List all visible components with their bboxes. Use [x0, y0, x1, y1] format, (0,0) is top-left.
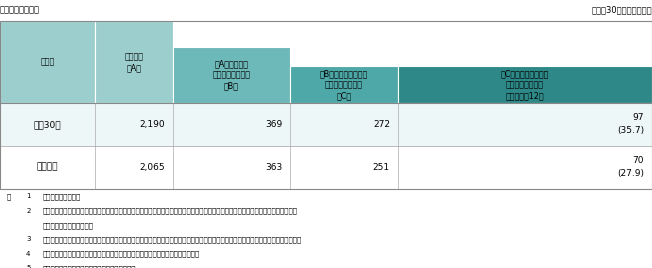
Text: 「進学決定」は、入学試験に合格しているなど、進学が確定的である状態をいう。: 「進学決定」は、入学試験に合格しているなど、進学が確定的である状態をいう。	[42, 251, 200, 257]
Text: （　）内は、指標に該当する人員の割合である。: （ ）内は、指標に該当する人員の割合である。	[42, 265, 136, 268]
Bar	[0, 103, 652, 146]
Bar	[398, 66, 652, 103]
Text: (35.7): (35.7)	[617, 126, 644, 135]
Text: 2,065: 2,065	[140, 163, 165, 172]
Bar	[0, 21, 652, 189]
Text: （A）のうち、
修学支援対象者数
（B）: （A）のうち、 修学支援対象者数 （B）	[213, 59, 250, 91]
Text: 5: 5	[26, 265, 31, 268]
Bar	[95, 21, 173, 103]
Text: 251: 251	[373, 163, 390, 172]
Text: 平成30年: 平成30年	[33, 120, 61, 129]
Text: 363: 363	[265, 163, 282, 172]
Bar	[0, 146, 652, 189]
Text: （C）のうち、出院時
復学・進学決定者
【指標番号12】: （C）のうち、出院時 復学・進学決定者 【指標番号12】	[501, 69, 549, 100]
Text: 法務省調査による。: 法務省調査による。	[42, 193, 81, 200]
Text: （少年院出院時）: （少年院出院時）	[0, 5, 40, 14]
Text: 97: 97	[632, 113, 644, 122]
Bar	[290, 66, 398, 103]
Text: （B）のうち、出院時
復学・進学希望者
（C）: （B）のうち、出院時 復学・進学希望者 （C）	[319, 69, 368, 100]
Text: 2,190: 2,190	[140, 120, 165, 129]
Text: による出院者を含まない。: による出院者を含まない。	[42, 222, 93, 229]
Text: 出院者数
（A）: 出院者数 （A）	[124, 52, 143, 72]
Text: 「出院者数」は、当該調査期間において出院した者を計上している。ただし、逮捕状執行及び他施設への移送（保護上の移送を除く）: 「出院者数」は、当該調査期間において出院した者を計上している。ただし、逮捕状執行…	[42, 208, 297, 214]
Text: 369: 369	[265, 120, 282, 129]
Text: 1: 1	[26, 193, 31, 199]
Text: 70: 70	[632, 156, 644, 165]
Text: 令和元年: 令和元年	[37, 163, 58, 172]
Bar	[173, 47, 290, 103]
Bar	[0, 21, 95, 103]
Text: 272: 272	[373, 120, 390, 129]
Text: 2: 2	[26, 208, 31, 214]
Text: 3: 3	[26, 236, 31, 242]
Text: (27.9): (27.9)	[617, 169, 644, 177]
Text: 4: 4	[26, 251, 31, 257]
Text: 「修学支援対象者数」は、当該調査期間において出院した者のうち、出院時に修学支援対象者として選定されていた者を計上している。: 「修学支援対象者数」は、当該調査期間において出院した者のうち、出院時に修学支援対…	[42, 236, 302, 243]
Text: 年　次: 年 次	[40, 57, 54, 66]
Text: （平成30年～令和元年）: （平成30年～令和元年）	[591, 5, 652, 14]
Text: 注: 注	[7, 193, 11, 200]
